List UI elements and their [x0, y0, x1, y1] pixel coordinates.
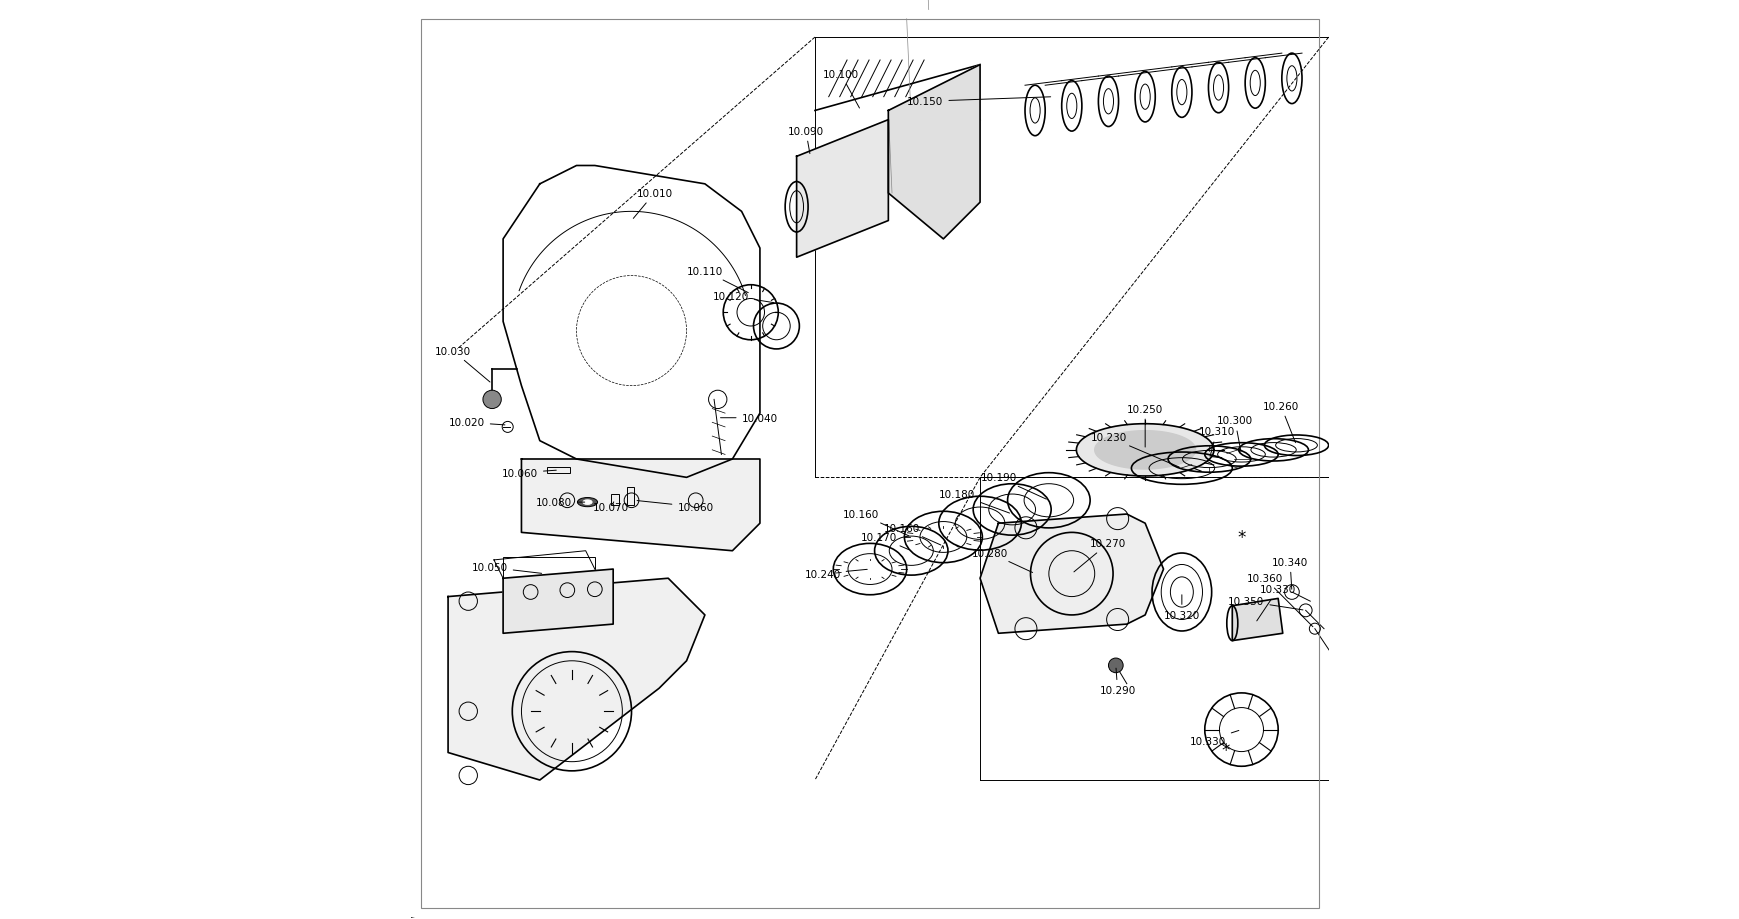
Text: 10.350: 10.350: [1228, 596, 1303, 610]
Polygon shape: [1076, 425, 1214, 476]
Polygon shape: [449, 579, 704, 780]
Text: 10.090: 10.090: [788, 127, 823, 154]
Text: 10.150: 10.150: [906, 97, 1050, 108]
Text: 10.230: 10.230: [1090, 433, 1179, 468]
Text: 10.340: 10.340: [1271, 557, 1308, 590]
Text: 10.160: 10.160: [883, 523, 941, 545]
Polygon shape: [979, 515, 1163, 633]
Bar: [610, 494, 619, 505]
Ellipse shape: [577, 498, 596, 507]
Text: 10.180: 10.180: [939, 489, 1009, 514]
Polygon shape: [1231, 599, 1282, 641]
Text: 10.060: 10.060: [501, 469, 556, 478]
Ellipse shape: [583, 500, 591, 505]
Text: 10.330: 10.330: [1189, 731, 1238, 746]
Text: 10.250: 10.250: [1127, 404, 1163, 448]
Polygon shape: [889, 65, 979, 240]
Text: 10.190: 10.190: [981, 473, 1045, 500]
Text: 10.280: 10.280: [970, 548, 1031, 573]
Text: 10.010: 10.010: [633, 188, 673, 219]
Text: 10.320: 10.320: [1163, 596, 1200, 620]
Polygon shape: [814, 65, 979, 166]
Circle shape: [1108, 658, 1122, 673]
Bar: [503, 558, 595, 593]
Text: 10.030: 10.030: [435, 346, 490, 382]
Text: 10.070: 10.070: [593, 502, 630, 512]
Text: 10.310: 10.310: [1198, 427, 1235, 457]
Text: 10.360: 10.360: [1245, 573, 1313, 627]
Text: 10.300: 10.300: [1216, 416, 1252, 452]
Text: 10.330: 10.330: [1256, 584, 1296, 621]
Polygon shape: [522, 460, 760, 551]
Text: *: *: [1236, 528, 1245, 547]
Text: 10.270: 10.270: [1073, 539, 1125, 573]
Text: 10.100: 10.100: [823, 70, 859, 109]
Polygon shape: [1094, 431, 1195, 470]
Polygon shape: [796, 120, 889, 258]
Text: 10.110: 10.110: [687, 267, 748, 293]
Text: *: *: [1221, 741, 1229, 759]
Text: 10.170: 10.170: [861, 532, 908, 550]
Text: 10.120: 10.120: [713, 291, 774, 303]
Text: 10.050: 10.050: [471, 562, 541, 573]
Text: 10.040: 10.040: [720, 414, 777, 424]
Bar: [626, 487, 635, 505]
Text: 10.260: 10.260: [1263, 402, 1299, 443]
Text: 10.240: 10.240: [803, 569, 866, 579]
Polygon shape: [503, 570, 612, 633]
Text: 10.060: 10.060: [636, 501, 713, 512]
Text: 10.290: 10.290: [1099, 668, 1136, 696]
Text: 10.080: 10.080: [536, 497, 584, 507]
Text: 10.020: 10.020: [449, 418, 504, 428]
Text: 10.160: 10.160: [842, 509, 908, 536]
Bar: [546, 468, 570, 473]
Circle shape: [483, 391, 501, 409]
